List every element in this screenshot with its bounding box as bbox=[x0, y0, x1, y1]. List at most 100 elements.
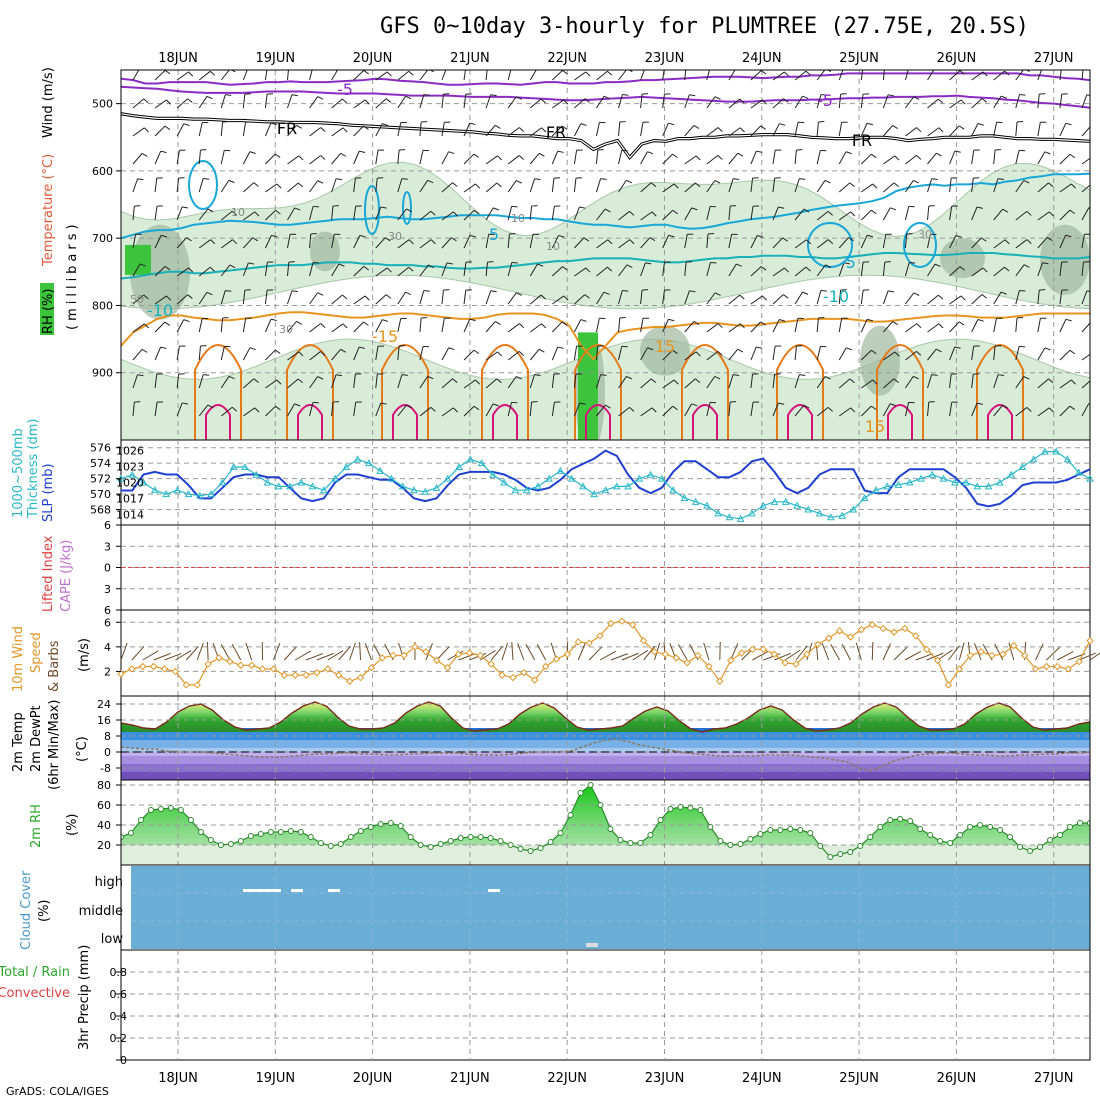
wind-barb bbox=[1059, 235, 1067, 249]
wind-barb-flag bbox=[276, 379, 282, 385]
isotherm-hot-lobe bbox=[887, 404, 913, 440]
wind-barb bbox=[463, 235, 471, 249]
wind-barb-flag bbox=[783, 294, 789, 299]
temperature-band bbox=[121, 756, 1090, 764]
wind10m-speed-point bbox=[574, 638, 582, 646]
wind-barb-flag bbox=[1071, 183, 1076, 189]
wind-barb bbox=[287, 351, 300, 361]
wind-barb bbox=[463, 349, 475, 361]
wind-barb bbox=[1059, 183, 1072, 193]
y-tick-label: 2 bbox=[104, 665, 111, 678]
wind-barb-flag bbox=[867, 318, 874, 322]
wind-barb bbox=[220, 376, 230, 389]
thickness-point bbox=[1063, 455, 1072, 463]
wind10m-speed-point bbox=[291, 671, 299, 679]
side-label-wind10m-b: Speed bbox=[29, 632, 44, 673]
isotherm-line bbox=[121, 252, 1090, 280]
wind-barb-flag bbox=[981, 98, 988, 103]
wind-barb bbox=[353, 346, 360, 361]
wind-barb-flag bbox=[733, 374, 740, 376]
y-tick-label: 60 bbox=[97, 799, 111, 812]
contour-labels: -5 -5 FR FR FR 5 -5 -10 -10 -15 15 15 10 10 10 30 30 30 50 bbox=[130, 80, 932, 436]
wind-barb-flag bbox=[600, 374, 607, 376]
wind-barb bbox=[1059, 153, 1071, 165]
wind-barb-flag bbox=[276, 183, 282, 189]
thickness-point bbox=[872, 486, 880, 494]
rh2m-point bbox=[617, 837, 624, 843]
wind-barb bbox=[485, 234, 490, 249]
isotherm-hot-lobe bbox=[987, 404, 1013, 440]
rh2m-point bbox=[927, 832, 934, 838]
rh-band-low bbox=[121, 338, 1090, 440]
wind-barb-flag bbox=[805, 266, 811, 272]
wind-barb bbox=[176, 123, 185, 137]
cloud-high-marks bbox=[243, 889, 500, 892]
wind10m-speed-line bbox=[120, 620, 1091, 687]
wind-barb-flag bbox=[958, 125, 965, 130]
wind-barb-flag bbox=[428, 264, 434, 269]
wind-barb-flag bbox=[385, 294, 392, 299]
cloud-low-label: low bbox=[101, 932, 124, 947]
wind10m-barb bbox=[703, 642, 710, 661]
wind-barb-flag bbox=[954, 346, 961, 349]
wind-barb-flag bbox=[695, 378, 701, 384]
wind10m-barb bbox=[1089, 652, 1100, 661]
wind-barb-flag bbox=[380, 206, 387, 209]
wind-barb-flag bbox=[960, 295, 966, 301]
wind-barb-flag bbox=[849, 378, 855, 384]
thickness-point bbox=[286, 482, 294, 490]
wind-barb bbox=[905, 292, 915, 305]
wind10m-barb bbox=[948, 645, 960, 661]
wind-barb bbox=[684, 321, 695, 333]
wind-barb-flag bbox=[274, 153, 281, 158]
wind-barb bbox=[198, 122, 203, 137]
wind-barb bbox=[574, 294, 586, 305]
y-tick-label: 900 bbox=[92, 367, 113, 380]
wind-barb-flag bbox=[187, 294, 193, 299]
wind10m-speed-point bbox=[378, 654, 387, 662]
wind-barb-flag bbox=[672, 209, 678, 215]
wind-barb-flag bbox=[717, 127, 723, 133]
wind-barb-flag bbox=[583, 237, 590, 242]
wind-barb bbox=[485, 262, 488, 277]
rh-dark-patch bbox=[940, 238, 985, 279]
wind-barb bbox=[1059, 319, 1067, 333]
wind-barb-flag bbox=[981, 237, 987, 242]
wind10m-barbs bbox=[120, 641, 1100, 661]
wind-barb-flag bbox=[650, 378, 657, 384]
rh2m-point bbox=[707, 824, 714, 830]
wind-barb bbox=[507, 127, 520, 137]
wind10m-speed-point bbox=[509, 673, 517, 682]
wind-barb-flag bbox=[494, 124, 501, 129]
wind-barb-flag bbox=[430, 406, 436, 412]
wind-barb-flag bbox=[607, 239, 613, 245]
contour-label: FR bbox=[277, 119, 297, 138]
wind10m-speed-point bbox=[400, 651, 408, 660]
y-tick-label: 572 bbox=[90, 473, 111, 486]
rh2m-point bbox=[517, 846, 524, 852]
wind-barb-flag bbox=[473, 349, 480, 355]
wind-barb-flag bbox=[336, 178, 343, 181]
wind-barb bbox=[485, 94, 492, 109]
wind-barb-flag bbox=[714, 180, 721, 184]
wind10m-barb bbox=[937, 649, 953, 661]
wind10m-speed-point bbox=[607, 619, 615, 628]
thickness-point bbox=[229, 463, 238, 471]
cloud-middle-label: middle bbox=[79, 904, 123, 919]
wind-barb-flag bbox=[359, 234, 366, 238]
wind-barb-flag bbox=[870, 153, 877, 159]
wind10m-barb bbox=[577, 643, 586, 661]
wind-barb bbox=[728, 402, 731, 417]
thickness-point bbox=[241, 463, 249, 471]
contour-label: 15 bbox=[655, 337, 675, 356]
wind-barb-flag bbox=[779, 319, 786, 322]
wind-barb bbox=[949, 99, 962, 109]
thickness-point bbox=[128, 470, 137, 478]
wind-barb-flag bbox=[1044, 347, 1051, 351]
wind-barb bbox=[264, 122, 272, 137]
wind-barb bbox=[375, 319, 383, 333]
wind-barb bbox=[838, 122, 843, 137]
wind-barb-flag bbox=[342, 127, 348, 133]
wind-barb-flag bbox=[405, 95, 412, 100]
wind10m-speed-point bbox=[215, 654, 223, 662]
